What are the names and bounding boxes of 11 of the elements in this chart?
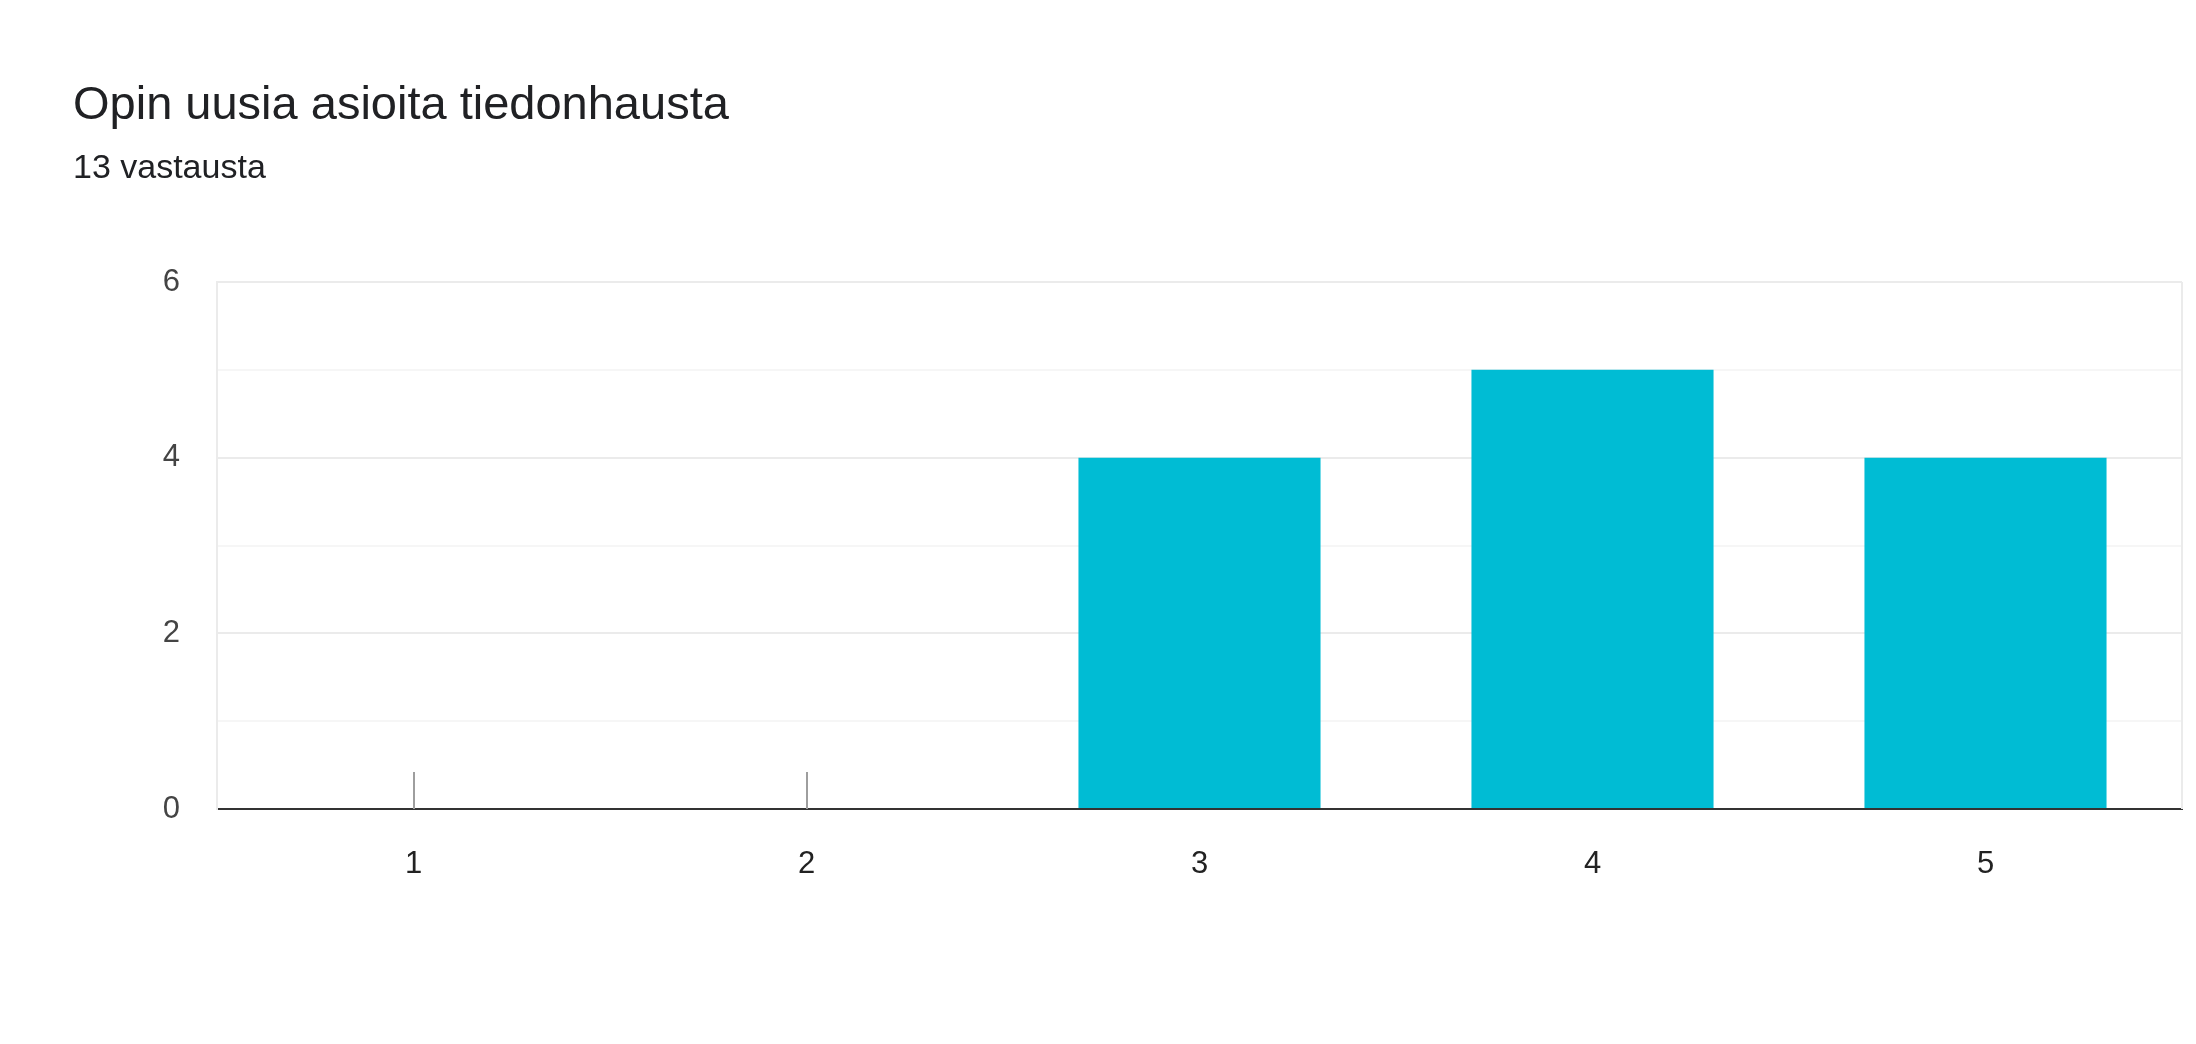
x-tick-label: 2 <box>797 845 816 881</box>
chart-subtitle: 13 vastausta <box>73 147 266 185</box>
x-tick-label: 4 <box>1583 845 1602 881</box>
y-tick-label: 0 <box>162 789 180 825</box>
y-tick-label: 4 <box>162 438 180 474</box>
y-tick-label: 2 <box>162 613 180 649</box>
x-tick-label: 3 <box>1190 845 1209 881</box>
chart-title: Opin uusia asioita tiedonhausta <box>73 76 730 129</box>
y-tick-label: 6 <box>162 262 180 298</box>
x-tick-label: 1 <box>404 845 423 881</box>
x-tick-label: 5 <box>1976 845 1995 881</box>
